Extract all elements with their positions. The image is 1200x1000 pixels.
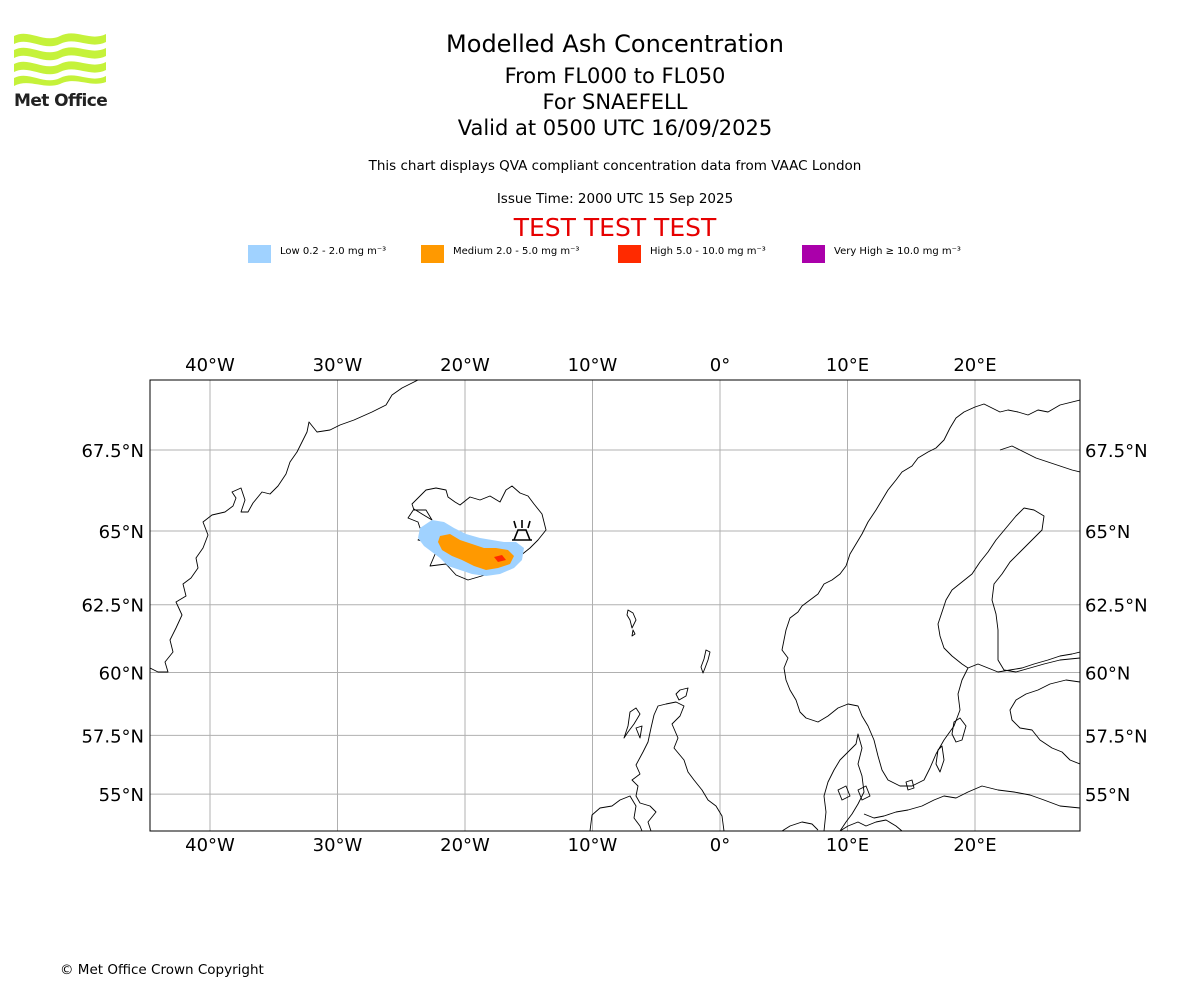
latitude-tick-label: 67.5°N — [1085, 441, 1148, 462]
legend-label-very-high: Very High ≥ 10.0 mg m⁻³ — [834, 246, 961, 257]
longitude-tick-label: 0° — [710, 355, 730, 376]
longitude-tick-label: 10°W — [568, 355, 618, 376]
hebrides-coastline — [623, 707, 643, 739]
longitude-tick-label: 30°W — [313, 835, 363, 856]
legend-swatch-medium — [421, 245, 444, 263]
copyright-notice: © Met Office Crown Copyright — [60, 962, 264, 978]
longitude-labels-top: 40°W 30°W 20°W 10°W 0° 10°E 20°E — [185, 355, 996, 376]
shetland-coastline — [700, 649, 711, 674]
legend-swatch-very-high — [802, 245, 825, 263]
ireland-coastline — [589, 795, 643, 831]
latitude-tick-label: 65°N — [99, 522, 144, 543]
latitude-tick-label: 62.5°N — [81, 596, 144, 617]
legend-swatch-high — [618, 245, 641, 263]
coastlines — [150, 380, 1080, 831]
ash-area-high — [494, 555, 506, 562]
longitude-tick-label: 40°W — [185, 355, 235, 376]
germany-coastline — [781, 819, 903, 831]
latitude-tick-label: 55°N — [1085, 785, 1130, 806]
denmark-coastline — [823, 733, 871, 831]
latitude-tick-label: 57.5°N — [81, 726, 144, 747]
valid-time: Valid at 0500 UTC 16/09/2025 — [457, 116, 773, 140]
latitude-tick-label: 55°N — [99, 785, 144, 806]
map-frame — [149, 379, 1081, 832]
orkney-coastline — [675, 687, 689, 701]
bothnia-east-coastline — [991, 507, 1080, 673]
concentration-legend: Low 0.2 - 2.0 mg m⁻³ Medium 2.0 - 5.0 mg… — [248, 244, 1008, 264]
scandinavia-coastline — [781, 399, 1080, 787]
latitude-labels-left: 67.5°N 65°N 62.5°N 60°N 57.5°N 55°N — [81, 441, 144, 806]
baltic-coastline — [863, 679, 1080, 819]
graticule — [150, 380, 1080, 831]
met-office-logo: Met Office — [14, 30, 110, 112]
legend-label-low: Low 0.2 - 2.0 mg m⁻³ — [280, 246, 387, 257]
longitude-tick-label: 30°W — [313, 355, 363, 376]
legend-swatch-low — [248, 245, 271, 263]
longitude-tick-label: 20°W — [440, 835, 490, 856]
latitude-tick-label: 57.5°N — [1085, 726, 1148, 747]
legend-label-medium: Medium 2.0 - 5.0 mg m⁻³ — [453, 246, 580, 257]
faroe-coastline — [626, 609, 637, 637]
longitude-tick-label: 20°E — [953, 355, 996, 376]
ash-area-medium — [438, 534, 514, 570]
longitude-tick-label: 20°W — [440, 355, 490, 376]
flight-level-range: From FL000 to FL050 — [504, 64, 726, 88]
volcano-name: For SNAEFELL — [542, 90, 688, 114]
gotland-coastline — [951, 717, 967, 743]
met-office-waves-icon — [14, 33, 106, 86]
latitude-tick-label: 67.5°N — [81, 441, 144, 462]
issue-time: Issue Time: 2000 UTC 15 Sep 2025 — [496, 191, 734, 207]
legend-label-high: High 5.0 - 10.0 mg m⁻³ — [650, 246, 766, 257]
latitude-tick-label: 60°N — [1085, 664, 1130, 685]
longitude-tick-label: 10°E — [826, 835, 869, 856]
kola-coastline — [999, 445, 1080, 473]
latitude-tick-label: 60°N — [99, 664, 144, 685]
chart-description: This chart displays QVA compliant concen… — [368, 158, 862, 174]
longitude-tick-label: 10°E — [826, 355, 869, 376]
chart-title: Modelled Ash Concentration — [446, 30, 784, 58]
longitude-tick-label: 20°E — [953, 835, 996, 856]
ash-contours — [418, 520, 524, 576]
longitude-tick-label: 10°W — [568, 835, 618, 856]
latitude-tick-label: 62.5°N — [1085, 596, 1148, 617]
longitude-tick-label: 0° — [710, 835, 730, 856]
britain-coastline — [631, 701, 725, 831]
latitude-labels-right: 67.5°N 65°N 62.5°N 60°N 57.5°N 55°N — [1085, 441, 1148, 806]
longitude-labels-bottom: 40°W 30°W 20°W 10°W 0° 10°E 20°E — [185, 835, 996, 856]
greenland-coastline — [150, 380, 419, 673]
oland-coastline — [935, 745, 945, 773]
volcano-icon — [512, 520, 532, 541]
met-office-wordmark: Met Office — [14, 91, 108, 111]
latitude-tick-label: 65°N — [1085, 522, 1130, 543]
longitude-tick-label: 40°W — [185, 835, 235, 856]
test-banner: TEST TEST TEST — [513, 213, 717, 242]
bornholm-coastline — [905, 779, 915, 791]
bothnia-west-coastline — [937, 507, 1025, 669]
